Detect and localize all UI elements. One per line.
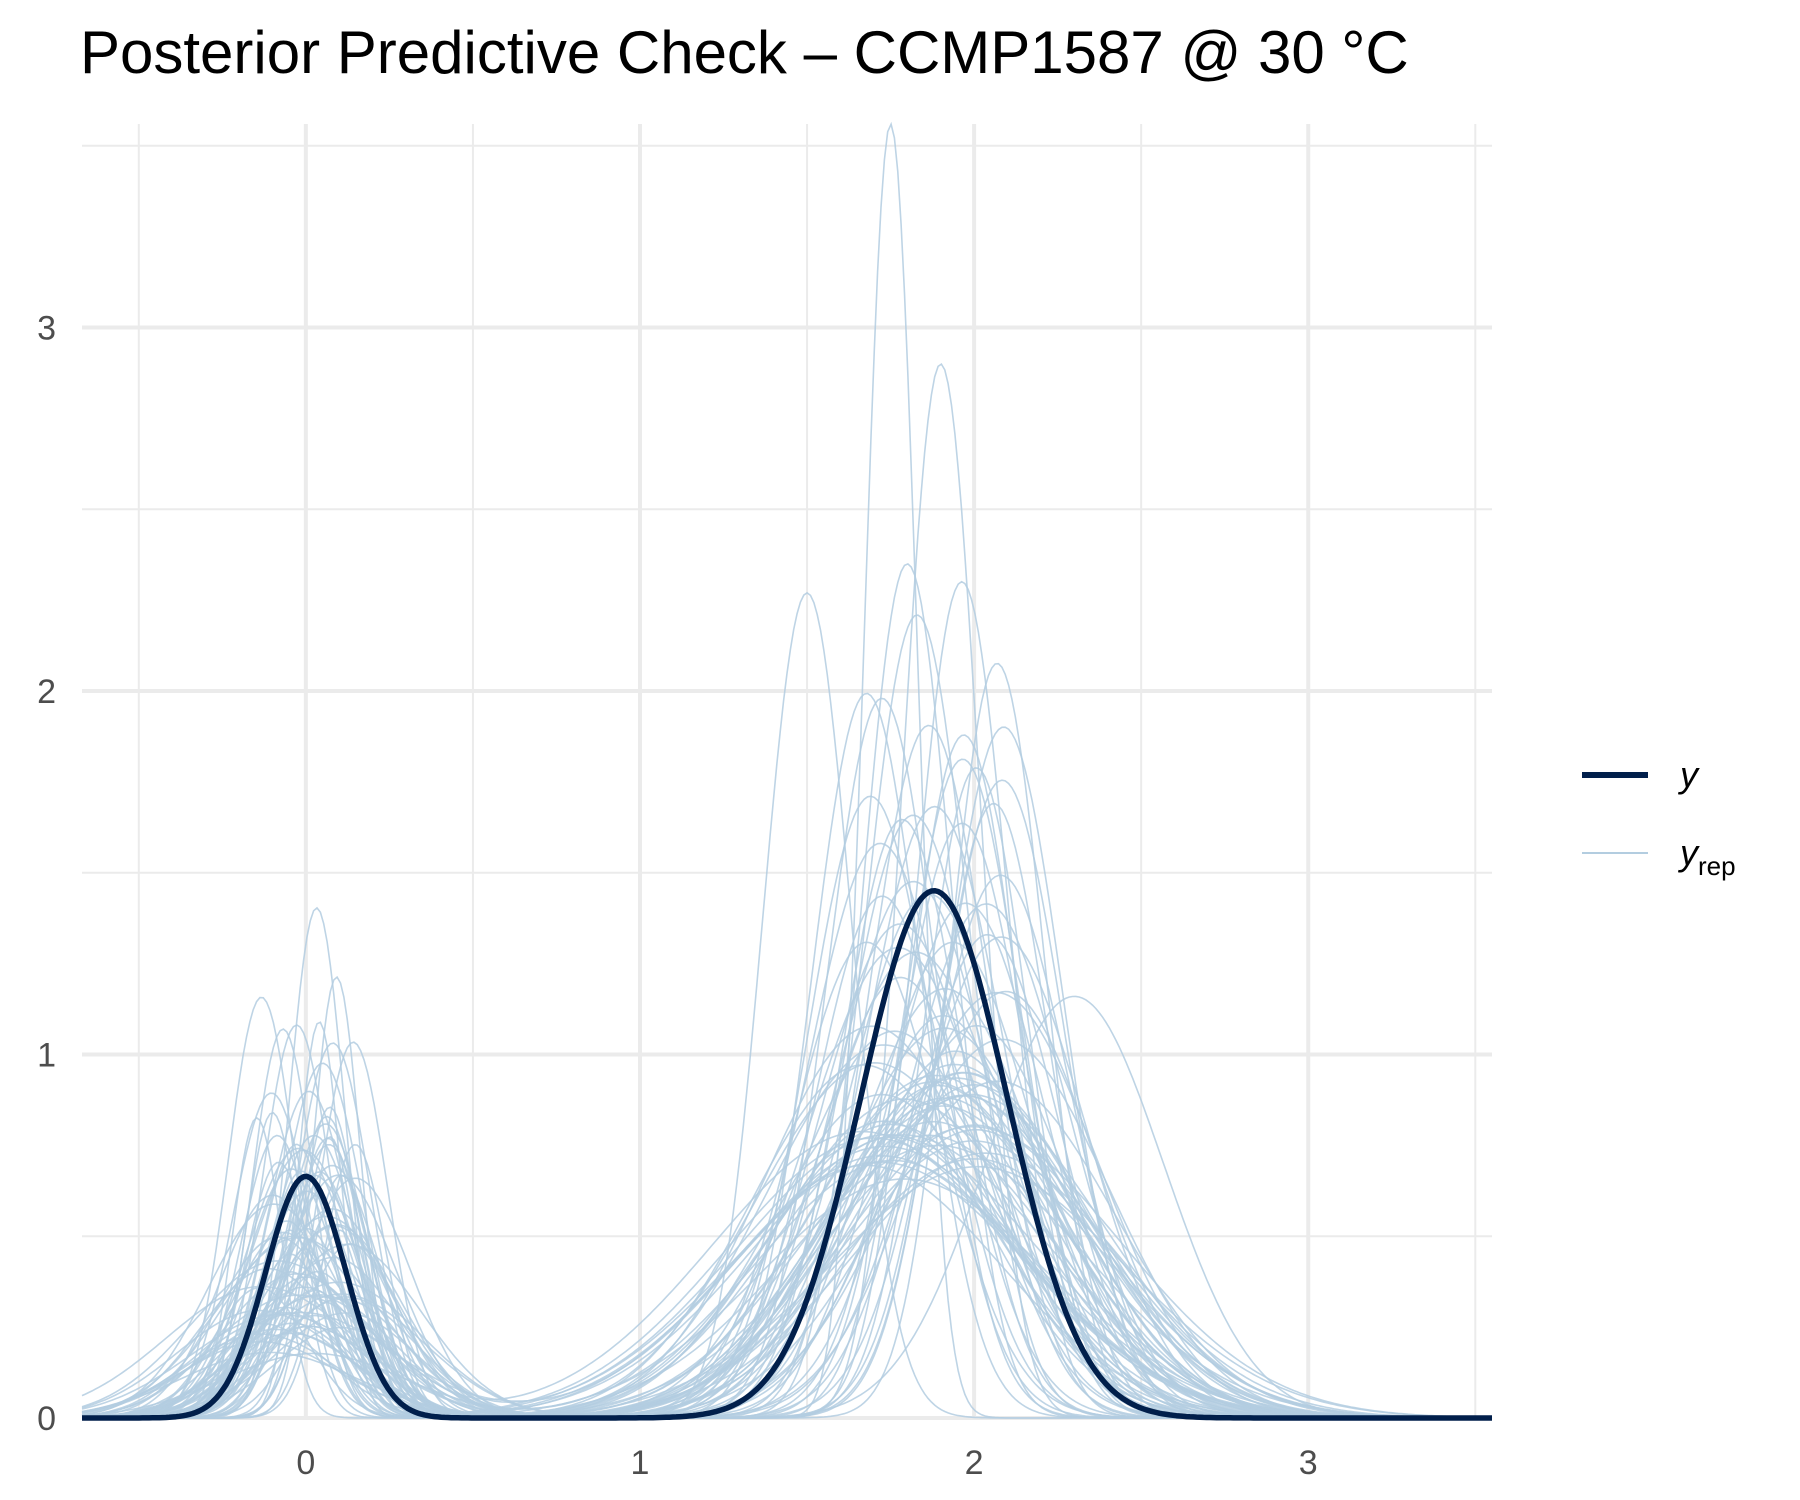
yrep-line xyxy=(82,1021,1492,1419)
yrep-line xyxy=(82,1083,1492,1419)
yrep-line xyxy=(82,1042,1492,1419)
y-tick-label: 2 xyxy=(37,673,56,711)
y-tick-label: 0 xyxy=(37,1400,56,1438)
yrep-series xyxy=(81,121,1493,1419)
y-tick-label: 1 xyxy=(37,1037,56,1075)
x-tick-label: 2 xyxy=(965,1444,984,1482)
y-line xyxy=(82,887,1492,1421)
x-tick-label: 3 xyxy=(1299,1444,1318,1482)
yrep-line xyxy=(82,1027,1492,1419)
legend-label-y: y xyxy=(1677,754,1700,795)
legend: y yrep xyxy=(1582,754,1736,881)
yrep-line xyxy=(82,1038,1492,1419)
x-tick-label: 0 xyxy=(296,1444,315,1482)
yrep-line xyxy=(81,1084,1492,1419)
y-series xyxy=(82,887,1492,1421)
axis-tick-labels: 0 1 2 3 0 1 2 3 xyxy=(37,310,1318,1482)
y-tick-label: 3 xyxy=(37,310,56,348)
x-tick-label: 1 xyxy=(631,1444,650,1482)
yrep-line xyxy=(82,1071,1492,1419)
chart-title: Posterior Predictive Check – CCMP1587 @ … xyxy=(80,19,1409,86)
legend-label-yrep: yrep xyxy=(1677,832,1736,881)
yrep-line xyxy=(81,1159,1492,1419)
yrep-line xyxy=(82,1077,1493,1419)
yrep-line xyxy=(82,1093,1492,1419)
yrep-line xyxy=(82,1135,1492,1419)
